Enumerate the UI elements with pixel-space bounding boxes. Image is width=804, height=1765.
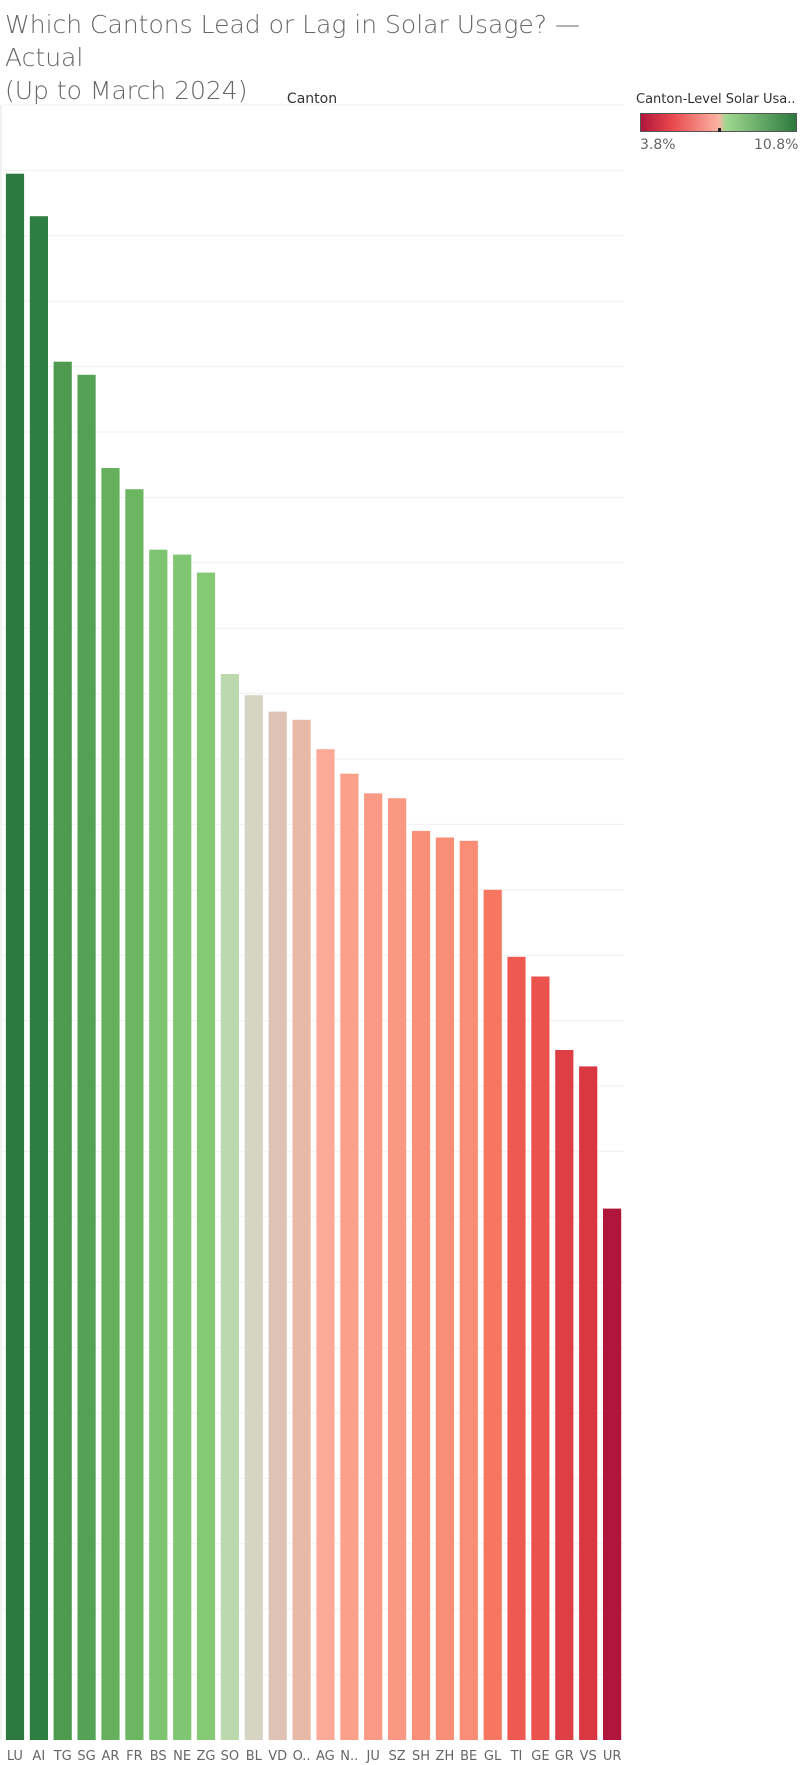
bar-lu[interactable] (5, 173, 25, 1741)
bar-be[interactable] (459, 840, 478, 1741)
x-tick-label: ZH (436, 1749, 455, 1764)
chart-title: Which Cantons Lead or Lag in Solar Usage… (5, 8, 625, 107)
x-tick-labels: LU AI TG SG AR FR BS NE ZG SO BL VD O.. AG N.. JU SZ SH ZH… (7, 1749, 622, 1764)
x-tick-label: AR (102, 1749, 120, 1764)
x-tick-label: AI (32, 1749, 45, 1764)
bar-ne[interactable] (173, 554, 192, 1740)
x-tick-label: N.. (340, 1749, 358, 1764)
x-tick-label: ZG (197, 1749, 216, 1764)
x-tick-label: BE (460, 1749, 477, 1764)
bar-vd[interactable] (268, 711, 287, 1740)
x-tick-label: JU (366, 1749, 380, 1764)
bar-sh[interactable] (411, 830, 431, 1740)
bar-n[interactable] (340, 773, 359, 1740)
bar-ju[interactable] (364, 793, 383, 1740)
legend-marker (718, 128, 721, 132)
x-tick-label: SZ (389, 1749, 406, 1764)
x-tick-label: AG (316, 1749, 335, 1764)
x-tick-label: GL (484, 1749, 502, 1764)
bar-ai[interactable] (29, 216, 48, 1741)
bar-ar[interactable] (101, 468, 120, 1740)
bar-bl[interactable] (244, 695, 263, 1741)
x-tick-label: GE (531, 1749, 549, 1764)
x-tick-label: VD (268, 1749, 287, 1764)
bar-so[interactable] (220, 674, 239, 1740)
legend-max-label: 10.8% (754, 137, 799, 153)
bar-ge[interactable] (531, 976, 550, 1741)
x-tick-label: NE (173, 1749, 191, 1764)
bar-ur[interactable] (603, 1208, 622, 1740)
x-tick-label: LU (7, 1749, 23, 1764)
x-tick-label: SO (221, 1749, 239, 1764)
bar-sz[interactable] (388, 798, 407, 1740)
chart-title-line-1: Which Cantons Lead or Lag in Solar Usage… (5, 10, 580, 72)
x-axis-title: Canton (287, 91, 337, 107)
gridlines (3, 104, 624, 1676)
bar-sg[interactable] (77, 374, 96, 1740)
bar-o[interactable] (292, 719, 311, 1740)
bar-ti[interactable] (507, 956, 526, 1740)
x-tick-label: GR (555, 1749, 574, 1764)
bar-fr[interactable] (125, 489, 144, 1741)
chart-title-line-2: (Up to March 2024) (5, 76, 248, 105)
x-tick-label: UR (603, 1749, 622, 1764)
bar-zh[interactable] (435, 837, 454, 1741)
bar-bs[interactable] (149, 549, 168, 1741)
bar-vs[interactable] (579, 1066, 598, 1740)
bar-zg[interactable] (196, 572, 216, 1740)
legend-min-label: 3.8% (640, 137, 676, 153)
bar-tg[interactable] (53, 361, 72, 1741)
x-tick-label: BL (246, 1749, 263, 1764)
x-tick-label: VS (580, 1749, 597, 1764)
x-tick-label: TI (510, 1749, 523, 1764)
bar-ag[interactable] (316, 749, 335, 1740)
x-tick-label: SG (77, 1749, 95, 1764)
x-tick-label: O.. (293, 1749, 311, 1764)
x-tick-label: SH (412, 1749, 430, 1764)
x-tick-label: FR (126, 1749, 143, 1764)
x-tick-label: TG (53, 1749, 72, 1764)
legend-title: Canton-Level Solar Usa.. (636, 92, 796, 107)
bars (5, 173, 622, 1741)
bar-gl[interactable] (483, 889, 502, 1740)
x-tick-label: BS (150, 1749, 167, 1764)
bar-gr[interactable] (555, 1050, 574, 1740)
